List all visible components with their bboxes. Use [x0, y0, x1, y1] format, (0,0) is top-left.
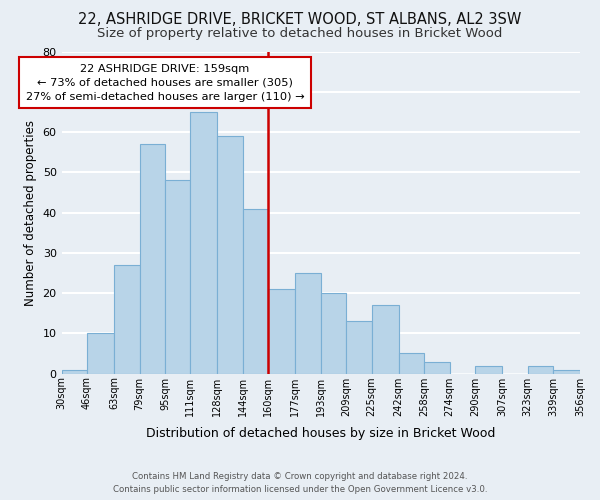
Bar [217, 136, 243, 374]
Bar [140, 144, 165, 374]
Bar [346, 322, 371, 374]
Text: Size of property relative to detached houses in Bricket Wood: Size of property relative to detached ho… [97, 28, 503, 40]
Bar [114, 265, 140, 374]
Bar [190, 112, 217, 374]
Bar [295, 273, 321, 374]
Bar [321, 293, 346, 374]
Bar [268, 289, 295, 374]
Bar [475, 366, 502, 374]
Bar [165, 180, 190, 374]
Y-axis label: Number of detached properties: Number of detached properties [24, 120, 37, 306]
Text: 22 ASHRIDGE DRIVE: 159sqm
← 73% of detached houses are smaller (305)
27% of semi: 22 ASHRIDGE DRIVE: 159sqm ← 73% of detac… [26, 64, 304, 102]
Bar [527, 366, 553, 374]
Bar [424, 362, 449, 374]
Bar [371, 305, 399, 374]
Text: 22, ASHRIDGE DRIVE, BRICKET WOOD, ST ALBANS, AL2 3SW: 22, ASHRIDGE DRIVE, BRICKET WOOD, ST ALB… [79, 12, 521, 28]
Bar [62, 370, 87, 374]
Text: Contains HM Land Registry data © Crown copyright and database right 2024.
Contai: Contains HM Land Registry data © Crown c… [113, 472, 487, 494]
Bar [553, 370, 580, 374]
Bar [399, 354, 424, 374]
X-axis label: Distribution of detached houses by size in Bricket Wood: Distribution of detached houses by size … [146, 427, 496, 440]
Bar [87, 334, 114, 374]
Bar [243, 208, 268, 374]
